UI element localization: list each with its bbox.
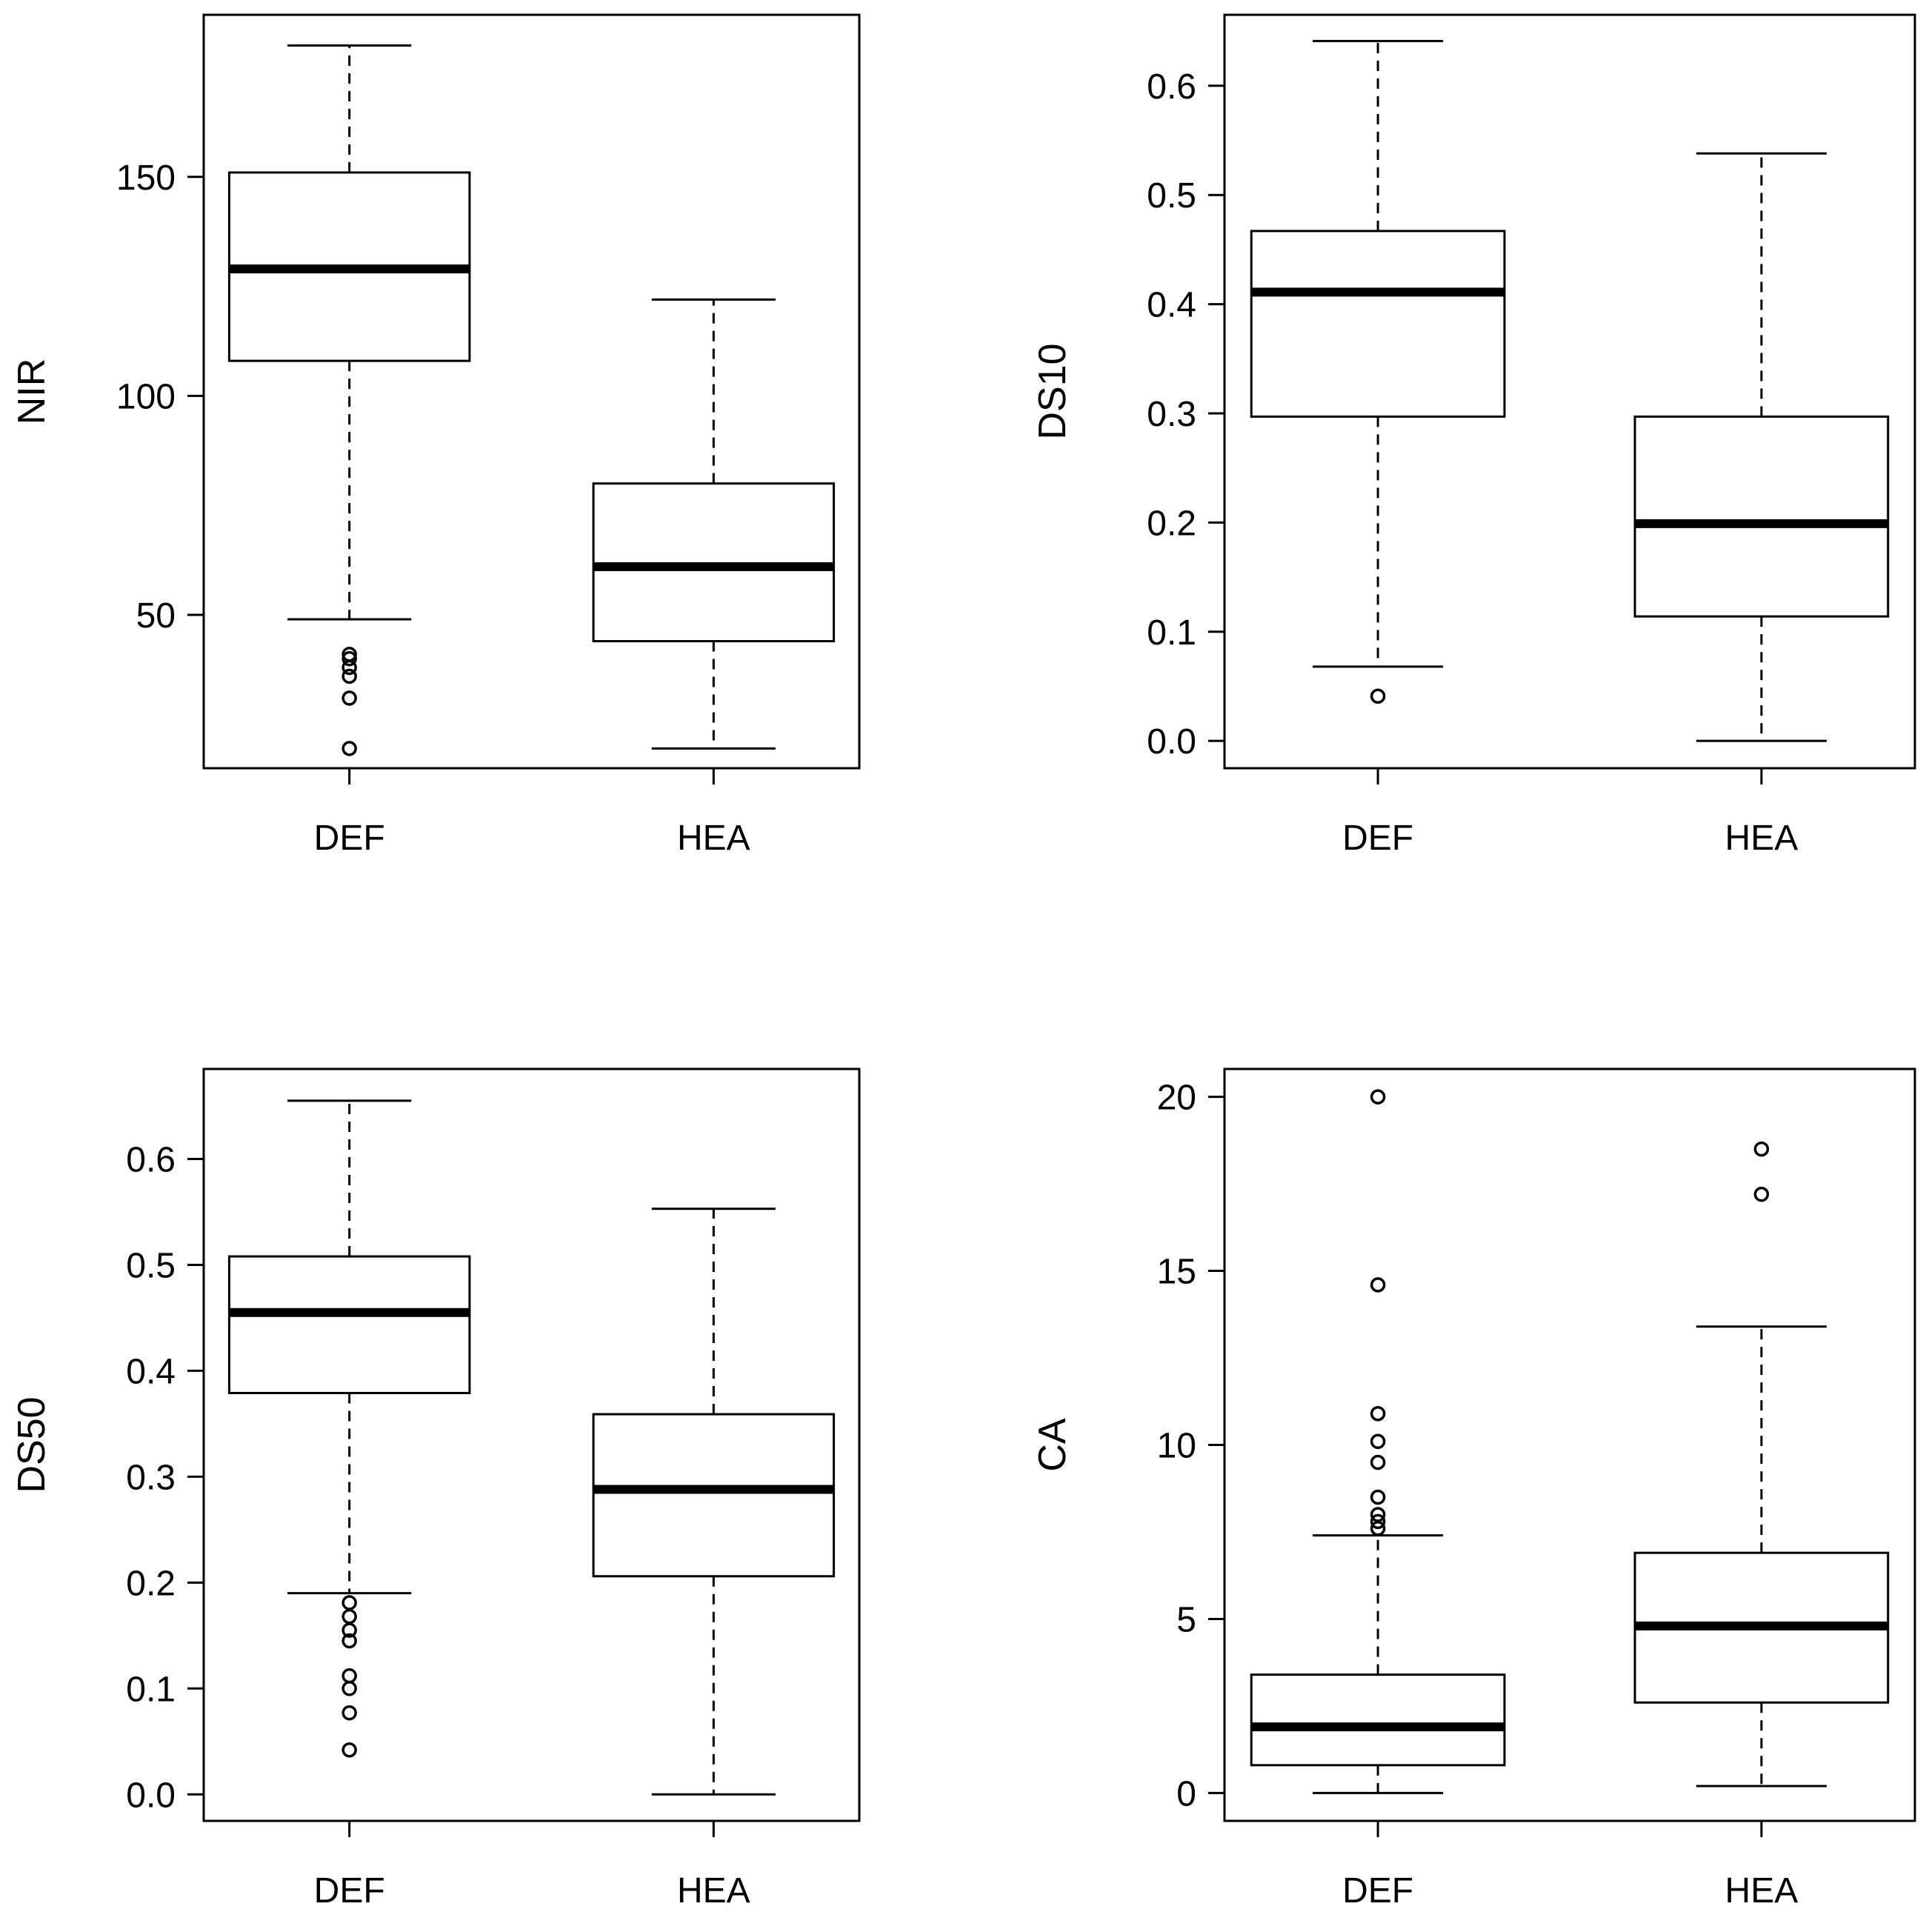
outlier-point — [341, 1668, 357, 1684]
y-tick-label: 100 — [116, 377, 176, 416]
y-tick-label: 0.1 — [126, 1670, 176, 1709]
y-tick-label: 0.0 — [1147, 722, 1196, 762]
iqr-box — [227, 1255, 471, 1394]
plot-frame — [202, 13, 861, 770]
outlier-point — [341, 741, 357, 756]
y-tick-label: 0.4 — [126, 1352, 176, 1391]
box-def — [227, 44, 471, 756]
box-hea — [592, 298, 836, 750]
y-axis-label: DS10 — [1031, 343, 1074, 439]
x-tick-label: HEA — [677, 819, 750, 858]
outlier-point — [341, 650, 357, 667]
outlier-point — [341, 690, 357, 706]
outlier-point — [1753, 1186, 1770, 1202]
y-tick-label: 0.1 — [1147, 613, 1196, 653]
outlier-point — [341, 1622, 357, 1638]
plot-frame — [1223, 13, 1916, 770]
iqr-box — [1633, 415, 1890, 618]
iqr-box — [1250, 1673, 1506, 1767]
box-def — [1250, 39, 1506, 704]
y-tick-label: 0.2 — [1147, 504, 1196, 543]
y-tick-label: 0.6 — [126, 1141, 176, 1180]
y-axis-label: DS50 — [10, 1396, 53, 1493]
y-tick-label: 0.0 — [126, 1776, 176, 1815]
y-axis-label: CA — [1031, 1418, 1074, 1472]
outlier-point — [341, 1633, 357, 1649]
x-tick-label: HEA — [1725, 1871, 1799, 1911]
x-tick-label: HEA — [1725, 819, 1799, 858]
y-tick-label: 5 — [1176, 1600, 1196, 1639]
outlier-point — [1370, 1507, 1386, 1522]
boxplot-panel-ca: 0 5 10 15 20 CA DEF HEA — [1031, 1067, 1916, 1911]
box-def — [1250, 1089, 1506, 1794]
box-hea — [1633, 1141, 1890, 1788]
outlier-point — [1370, 1433, 1386, 1450]
outlier-point — [341, 1595, 357, 1610]
outlier-point — [1370, 1089, 1386, 1105]
plot-frame — [202, 1067, 861, 1822]
y-tick-label: 50 — [136, 596, 176, 636]
y-tick-label: 0 — [1176, 1774, 1196, 1813]
x-tick-label: DEF — [314, 1871, 385, 1911]
outlier-point — [1370, 1521, 1386, 1536]
outlier-point — [341, 1742, 357, 1758]
box-def — [227, 1099, 471, 1758]
outlier-point — [1370, 1405, 1386, 1422]
y-tick-label: 150 — [116, 159, 176, 198]
x-tick-label: HEA — [677, 1871, 750, 1911]
outlier-point — [1753, 1141, 1770, 1157]
outlier-point — [1370, 688, 1386, 704]
iqr-box — [592, 1413, 836, 1578]
box-hea — [592, 1208, 836, 1796]
outlier-point — [341, 1705, 357, 1721]
boxplot-panel-ds10: 0.0 0.1 0.2 0.3 0.4 0.5 0.6 DS10 DEF HEA — [1031, 13, 1916, 858]
boxplot-panel-nir: 50 100 150 NIR DEF HEA — [10, 13, 861, 858]
y-tick-label: 15 — [1157, 1253, 1196, 1292]
x-tick-label: DEF — [1342, 819, 1413, 858]
x-tick-label: DEF — [1342, 1871, 1413, 1911]
y-tick-label: 0.6 — [1147, 67, 1196, 107]
y-axis-label: NIR — [10, 359, 53, 425]
y-tick-label: 0.3 — [1147, 395, 1196, 434]
outlier-point — [1370, 1513, 1386, 1530]
outlier-point — [341, 659, 357, 676]
y-tick-label: 0.3 — [126, 1458, 176, 1497]
y-tick-label: 0.4 — [1147, 286, 1196, 325]
y-tick-label: 0.5 — [126, 1246, 176, 1285]
outlier-point — [1370, 1489, 1386, 1505]
outlier-point — [341, 668, 357, 684]
iqr-box — [1250, 230, 1506, 418]
x-tick-label: DEF — [314, 819, 385, 858]
outlier-point — [341, 1608, 357, 1625]
outlier-point — [1370, 1277, 1386, 1293]
outlier-point — [341, 1681, 357, 1696]
y-tick-label: 0.5 — [1147, 176, 1196, 216]
y-tick-label: 10 — [1157, 1427, 1196, 1466]
box-hea — [1633, 152, 1890, 742]
outlier-point — [1370, 1454, 1386, 1470]
y-tick-label: 0.2 — [126, 1564, 176, 1603]
y-tick-label: 20 — [1157, 1079, 1196, 1118]
boxplot-panel-ds50: 0.0 0.1 0.2 0.3 0.4 0.5 0.6 DS50 DEF HEA — [10, 1067, 861, 1911]
